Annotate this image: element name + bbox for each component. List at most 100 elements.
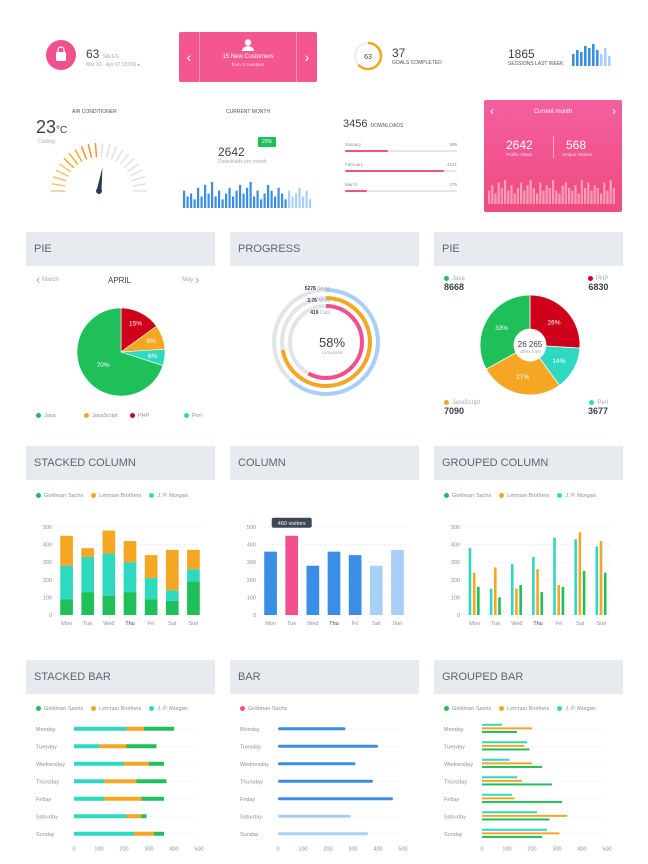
grouped-column-chart: 0 100 200 300 400 500 Mon Tue Wed Thu Fri Sat Sun: [451, 525, 612, 627]
month-bar: [193, 199, 196, 208]
month-bar: [239, 184, 242, 208]
pie1-legend-item[interactable]: Java: [36, 413, 56, 419]
stacked-bar-segment: [74, 814, 127, 819]
legend-item[interactable]: Lehman Brothers: [499, 706, 549, 712]
stacked-bar-segment: [99, 744, 127, 749]
stacked-bar-segment: [74, 796, 104, 801]
stacked-column-header: STACKED COLUMN: [26, 446, 215, 480]
pink-bar: [596, 188, 599, 204]
stacked-bar-segment: [126, 814, 142, 819]
download-fill: [345, 170, 444, 172]
grouped-bar-bar: [482, 832, 560, 835]
pie1-legend-item[interactable]: Perl: [184, 413, 202, 419]
column-tooltip-text: 460 visitors: [278, 521, 306, 527]
prev-arrow-button[interactable]: ‹: [179, 32, 200, 82]
stacked-column-segment: [144, 599, 158, 615]
month-bar: [253, 196, 256, 208]
y-tick: 300: [247, 560, 256, 566]
pink-next-button[interactable]: ›: [612, 104, 616, 118]
pie2-slice-label: 27%: [516, 374, 529, 381]
gauge-tick: [74, 149, 83, 162]
legend-item[interactable]: J. P. Morgan: [149, 706, 188, 712]
stacked-column-segment: [102, 530, 116, 554]
stacked-bar-segment: [141, 796, 164, 801]
month-bar: [291, 196, 294, 208]
legend-item[interactable]: Goldman Sachs: [240, 706, 287, 712]
pink-bar: [532, 188, 535, 204]
pink-bar: [574, 185, 577, 204]
pie2-slice: [479, 294, 531, 370]
bar-bar: [278, 762, 356, 766]
grouped-column-bar: [532, 556, 535, 615]
grouped-column-bar: [603, 572, 607, 615]
legend-item[interactable]: Goldman Sachs: [36, 493, 83, 499]
pink-bar: [526, 185, 529, 204]
x-tick: 400: [373, 847, 382, 853]
pink-bar: [520, 182, 523, 204]
stacked-bar-segment: [104, 796, 142, 801]
pie1-prev-month[interactable]: ‹ March: [36, 272, 59, 287]
download-fill: [345, 150, 388, 152]
progress-header: PROGRESS: [230, 232, 419, 266]
progress-ring: [272, 288, 380, 396]
legend-item[interactable]: Goldman Sachs: [444, 493, 491, 499]
progress-ring: [288, 304, 364, 380]
grouped-column-bar: [519, 585, 522, 615]
download-fill: [345, 190, 368, 192]
gauge-tick: [105, 144, 111, 159]
month-bar: [190, 193, 193, 208]
legend-item[interactable]: J. P. Morgan: [149, 493, 188, 499]
y-category: Saturday: [444, 814, 466, 820]
legend-item[interactable]: Lehman Brothers: [499, 493, 549, 499]
downloads-label: DOWNLOADS: [370, 123, 404, 129]
column-bar: [327, 551, 341, 615]
x-tick: Sat: [372, 621, 381, 627]
download-month: January: [345, 142, 362, 147]
stacked-column-segment: [187, 581, 200, 615]
pie1-legend-item[interactable]: PHP: [130, 413, 149, 419]
legend-item[interactable]: J. P. Morgan: [557, 706, 596, 712]
legend-item[interactable]: Lehman Brothers: [91, 493, 141, 499]
gauge-tick: [110, 146, 118, 160]
pie1-next-month[interactable]: May ›: [182, 272, 200, 287]
grouped-bar-header: GROUPED BAR: [434, 660, 623, 694]
x-tick: 300: [348, 847, 357, 853]
pie1-slice-label: 6%: [148, 353, 158, 360]
legend-item[interactable]: Goldman Sachs: [36, 706, 83, 712]
x-tick: Fri: [352, 621, 358, 627]
y-category: Thursday: [36, 779, 59, 785]
stacked-column-segment: [102, 595, 116, 615]
progress-label: 419 Cals: [310, 310, 330, 316]
pink-bar: [516, 188, 519, 204]
pink-prev-button[interactable]: ‹: [490, 104, 494, 118]
y-category: Sunday: [36, 832, 55, 838]
x-tick: 500: [398, 847, 407, 853]
grouped-column-bar: [536, 569, 539, 615]
x-tick: 100: [502, 847, 511, 853]
month-bar: [277, 187, 280, 208]
sales-date-range[interactable]: Mar 10 - Apr 07 (2016) ▸: [86, 62, 141, 68]
grouped-bar-bar: [482, 744, 525, 747]
gauge-tick: [68, 153, 79, 165]
pie1-legend-item[interactable]: JavaScript: [84, 413, 118, 419]
y-category: Wednesday: [240, 762, 269, 768]
sessions-bar: [576, 50, 579, 66]
legend-item[interactable]: Goldman Sachs: [444, 706, 491, 712]
y-category: Monday: [444, 727, 464, 733]
grouped-bar-bar: [482, 793, 512, 796]
stacked-bar-segment: [74, 726, 127, 731]
legend-item[interactable]: J. P. Morgan: [557, 493, 596, 499]
stacked-bar-legend: Goldman Sachs Lehman Brothers J. P. Morgan: [36, 706, 196, 712]
bar-bar: [278, 814, 351, 818]
month-bar: [305, 190, 308, 208]
y-category: Sunday: [444, 832, 463, 838]
x-tick: Thu: [533, 621, 542, 627]
month-bar: [295, 193, 298, 208]
y-tick: 100: [247, 595, 256, 601]
x-tick: 300: [144, 847, 153, 853]
next-arrow-button[interactable]: ›: [296, 32, 317, 82]
y-tick: 300: [43, 560, 52, 566]
gauge-tick: [87, 144, 93, 159]
grouped-bar-legend: Goldman Sachs Lehman Brothers J. P. Morgan: [444, 706, 604, 712]
legend-item[interactable]: Lehman Brothers: [91, 706, 141, 712]
